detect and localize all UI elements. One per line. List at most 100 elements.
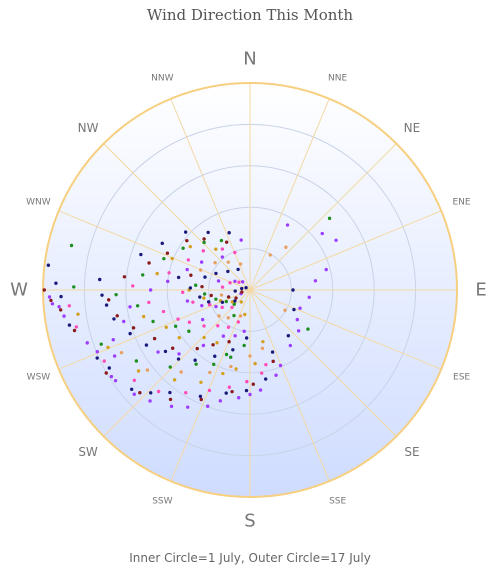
data-point [215, 341, 219, 345]
direction-label-w: W [10, 280, 28, 301]
data-point [233, 299, 237, 303]
data-point [165, 251, 170, 255]
data-point [217, 314, 221, 318]
data-point [147, 300, 151, 305]
data-point [187, 320, 192, 324]
data-point [131, 326, 136, 330]
data-point [214, 271, 218, 276]
data-point [141, 314, 146, 319]
data-point [181, 246, 185, 250]
direction-label-wnw: WNW [26, 197, 51, 207]
grid-spoke [103, 289, 251, 437]
data-point [238, 314, 243, 318]
data-point [244, 286, 248, 290]
data-point [185, 299, 190, 303]
data-point [183, 230, 188, 234]
data-point [224, 299, 229, 304]
data-point [203, 275, 207, 279]
data-point [286, 334, 291, 338]
data-point [185, 267, 189, 272]
data-point [236, 320, 241, 324]
data-point [144, 343, 149, 347]
data-point [186, 258, 191, 262]
data-point [177, 335, 181, 340]
data-point [242, 343, 246, 348]
data-point [72, 328, 77, 333]
direction-label-s: S [244, 511, 255, 532]
data-point [166, 279, 170, 284]
data-point [100, 293, 104, 297]
data-point [292, 307, 296, 312]
data-point [202, 335, 206, 340]
data-point [109, 374, 114, 379]
data-point [151, 319, 155, 324]
data-point [198, 268, 203, 272]
data-point [271, 359, 275, 364]
data-point [122, 275, 127, 279]
data-point [49, 298, 53, 303]
data-point [327, 216, 332, 221]
data-point [85, 341, 89, 345]
grid-spoke [249, 289, 442, 370]
data-point [181, 290, 185, 295]
direction-label-se: SE [404, 445, 419, 459]
data-point [138, 391, 142, 395]
grid-spoke [249, 143, 397, 291]
data-point [188, 244, 193, 249]
direction-label-nw: NW [78, 121, 99, 135]
data-point [221, 334, 226, 338]
grid-spoke [103, 143, 251, 291]
direction-label-e: E [475, 280, 486, 301]
data-point [156, 350, 160, 354]
data-point [240, 280, 245, 284]
data-point [274, 373, 278, 377]
data-point [209, 293, 213, 298]
data-point [206, 230, 210, 235]
data-point [288, 343, 293, 348]
data-point [173, 324, 178, 328]
data-point [135, 304, 140, 308]
data-point [139, 252, 143, 257]
grid-spoke [249, 210, 442, 291]
data-point [106, 345, 110, 350]
data-point [213, 354, 217, 358]
data-point [200, 303, 204, 308]
data-point [238, 262, 243, 266]
data-point [170, 256, 174, 261]
data-point [102, 359, 106, 363]
data-point [233, 250, 237, 255]
data-point [132, 378, 137, 383]
direction-label-ssw: SSW [152, 497, 172, 507]
data-point [201, 249, 206, 253]
data-point [134, 359, 139, 363]
data-point [131, 284, 135, 288]
data-point [152, 336, 157, 341]
data-point [236, 396, 241, 400]
data-point [226, 295, 231, 299]
data-point [334, 238, 338, 243]
data-point [199, 260, 204, 264]
data-point [253, 361, 257, 366]
data-point [220, 285, 225, 289]
data-point [242, 329, 246, 334]
data-point [283, 308, 287, 312]
data-point [168, 365, 172, 369]
data-point [234, 296, 238, 300]
data-point [240, 286, 244, 291]
data-point [208, 370, 212, 375]
data-point [107, 366, 112, 370]
data-point [163, 349, 168, 354]
data-point [278, 363, 283, 368]
data-point [164, 325, 168, 329]
data-point [201, 343, 206, 348]
data-point [231, 348, 235, 352]
chart-title: Wind Direction This Month [146, 6, 354, 24]
data-point [115, 314, 119, 318]
data-point [119, 350, 124, 355]
data-point [176, 357, 181, 361]
data-point [243, 312, 247, 317]
data-point [214, 247, 218, 251]
data-point [188, 286, 193, 290]
data-point [113, 378, 118, 383]
